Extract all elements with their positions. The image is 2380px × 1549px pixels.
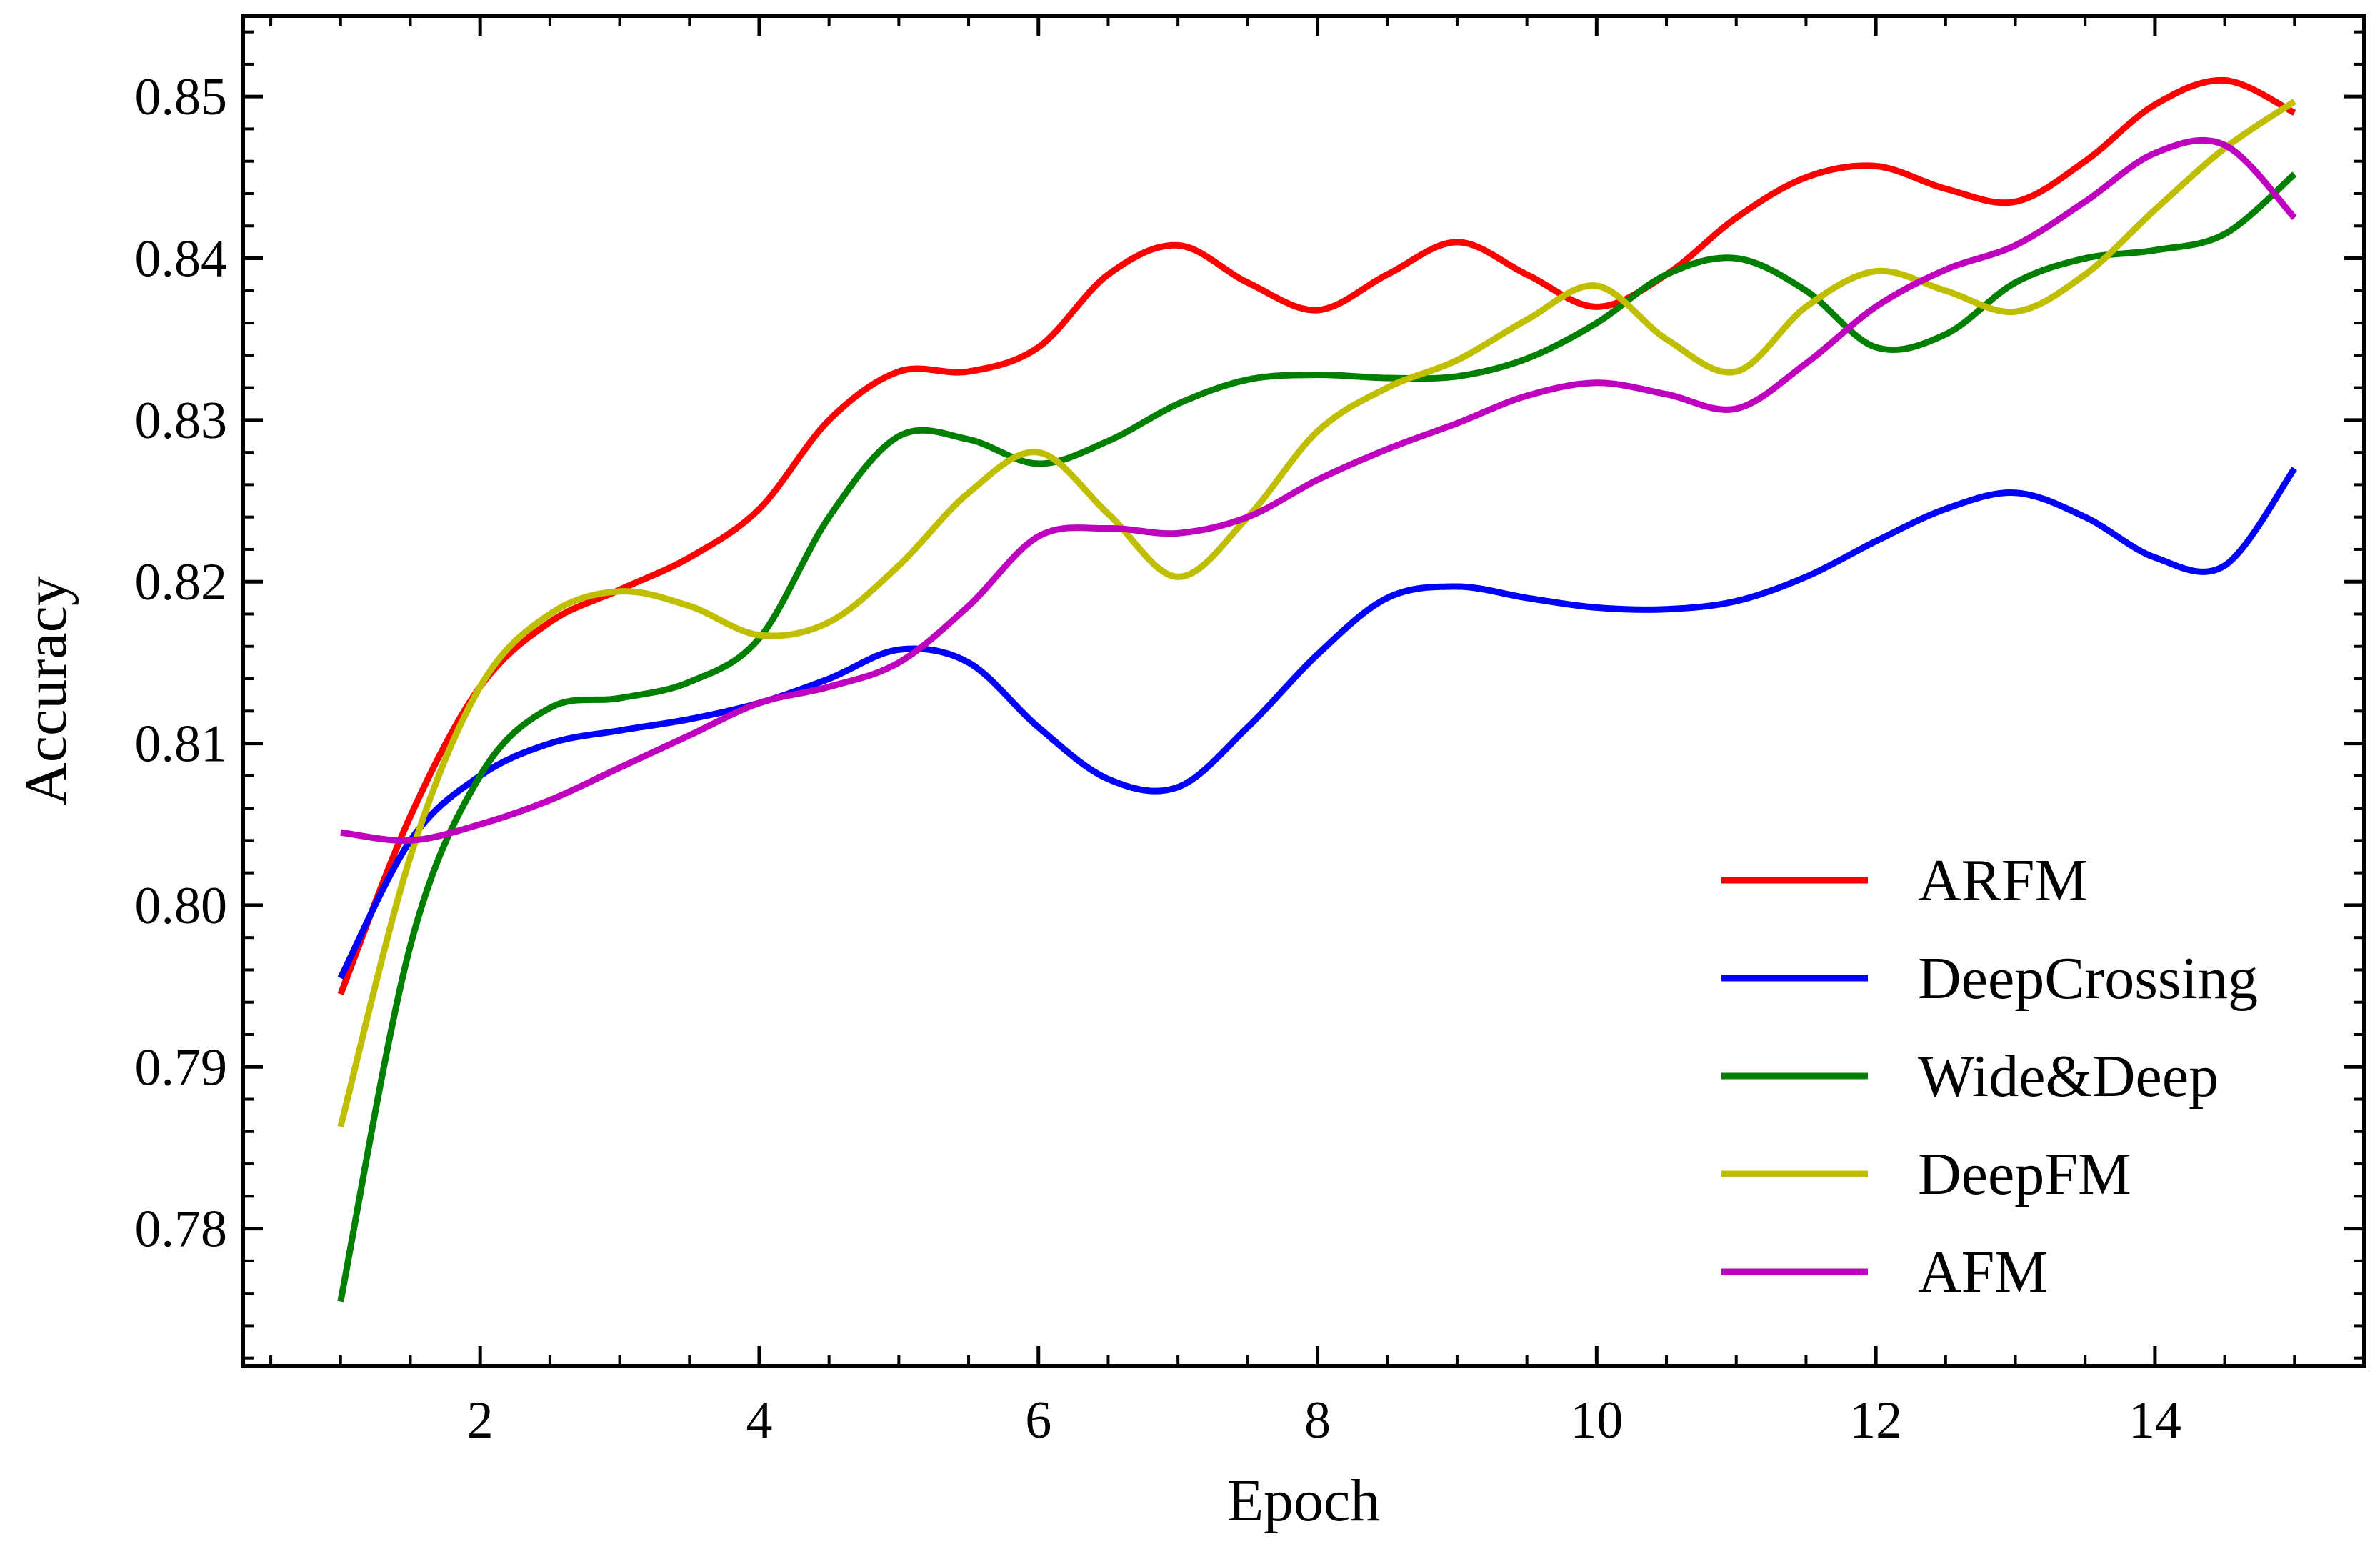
x-tick-label: 2: [467, 1391, 494, 1450]
series-line-wide-deep: [337, 171, 2297, 1303]
legend-label-afm: AFM: [1918, 1239, 2048, 1305]
legend-label-deepcrossing: DeepCrossing: [1918, 945, 2258, 1012]
legend-label-deepfm: DeepFM: [1918, 1141, 2131, 1207]
tick-labels-layer: 2 4 6 8 10 12 14 0.78 0.79 0.80 0.81 0.82 0.83 0.84 0.…: [135, 68, 2181, 1450]
x-tick-label: 8: [1304, 1391, 1331, 1450]
x-axis-label: Epoch: [1227, 1468, 1381, 1534]
legend-label-wide-deep: Wide&Deep: [1918, 1043, 2219, 1110]
y-tick-label: 0.81: [135, 715, 228, 774]
y-tick-label: 0.83: [135, 392, 228, 450]
y-tick-label: 0.78: [135, 1200, 228, 1259]
x-tick-label: 4: [746, 1391, 772, 1450]
y-tick-label: 0.84: [135, 230, 228, 289]
series-layer: [337, 76, 2297, 1303]
y-tick-label: 0.85: [135, 68, 228, 126]
plot-frame: [241, 14, 2366, 1368]
legend: ARFM DeepCrossing Wide&Deep DeepFM AFM: [1721, 847, 2258, 1305]
series-line-deepfm: [337, 99, 2296, 1128]
series-line-afm: [340, 136, 2297, 845]
y-tick-label: 0.80: [135, 877, 228, 935]
x-tick-label: 10: [1570, 1391, 1623, 1450]
x-tick-label: 14: [2129, 1391, 2181, 1450]
y-tick-label: 0.82: [135, 553, 228, 612]
legend-label-arfm: ARFM: [1918, 847, 2088, 914]
x-tick-label: 6: [1025, 1391, 1051, 1450]
series-line-deepcrossing: [337, 467, 2297, 980]
y-axis-label: Accuracy: [13, 576, 79, 806]
y-tick-label: 0.79: [135, 1038, 228, 1097]
x-tick-label: 12: [1849, 1391, 1902, 1450]
